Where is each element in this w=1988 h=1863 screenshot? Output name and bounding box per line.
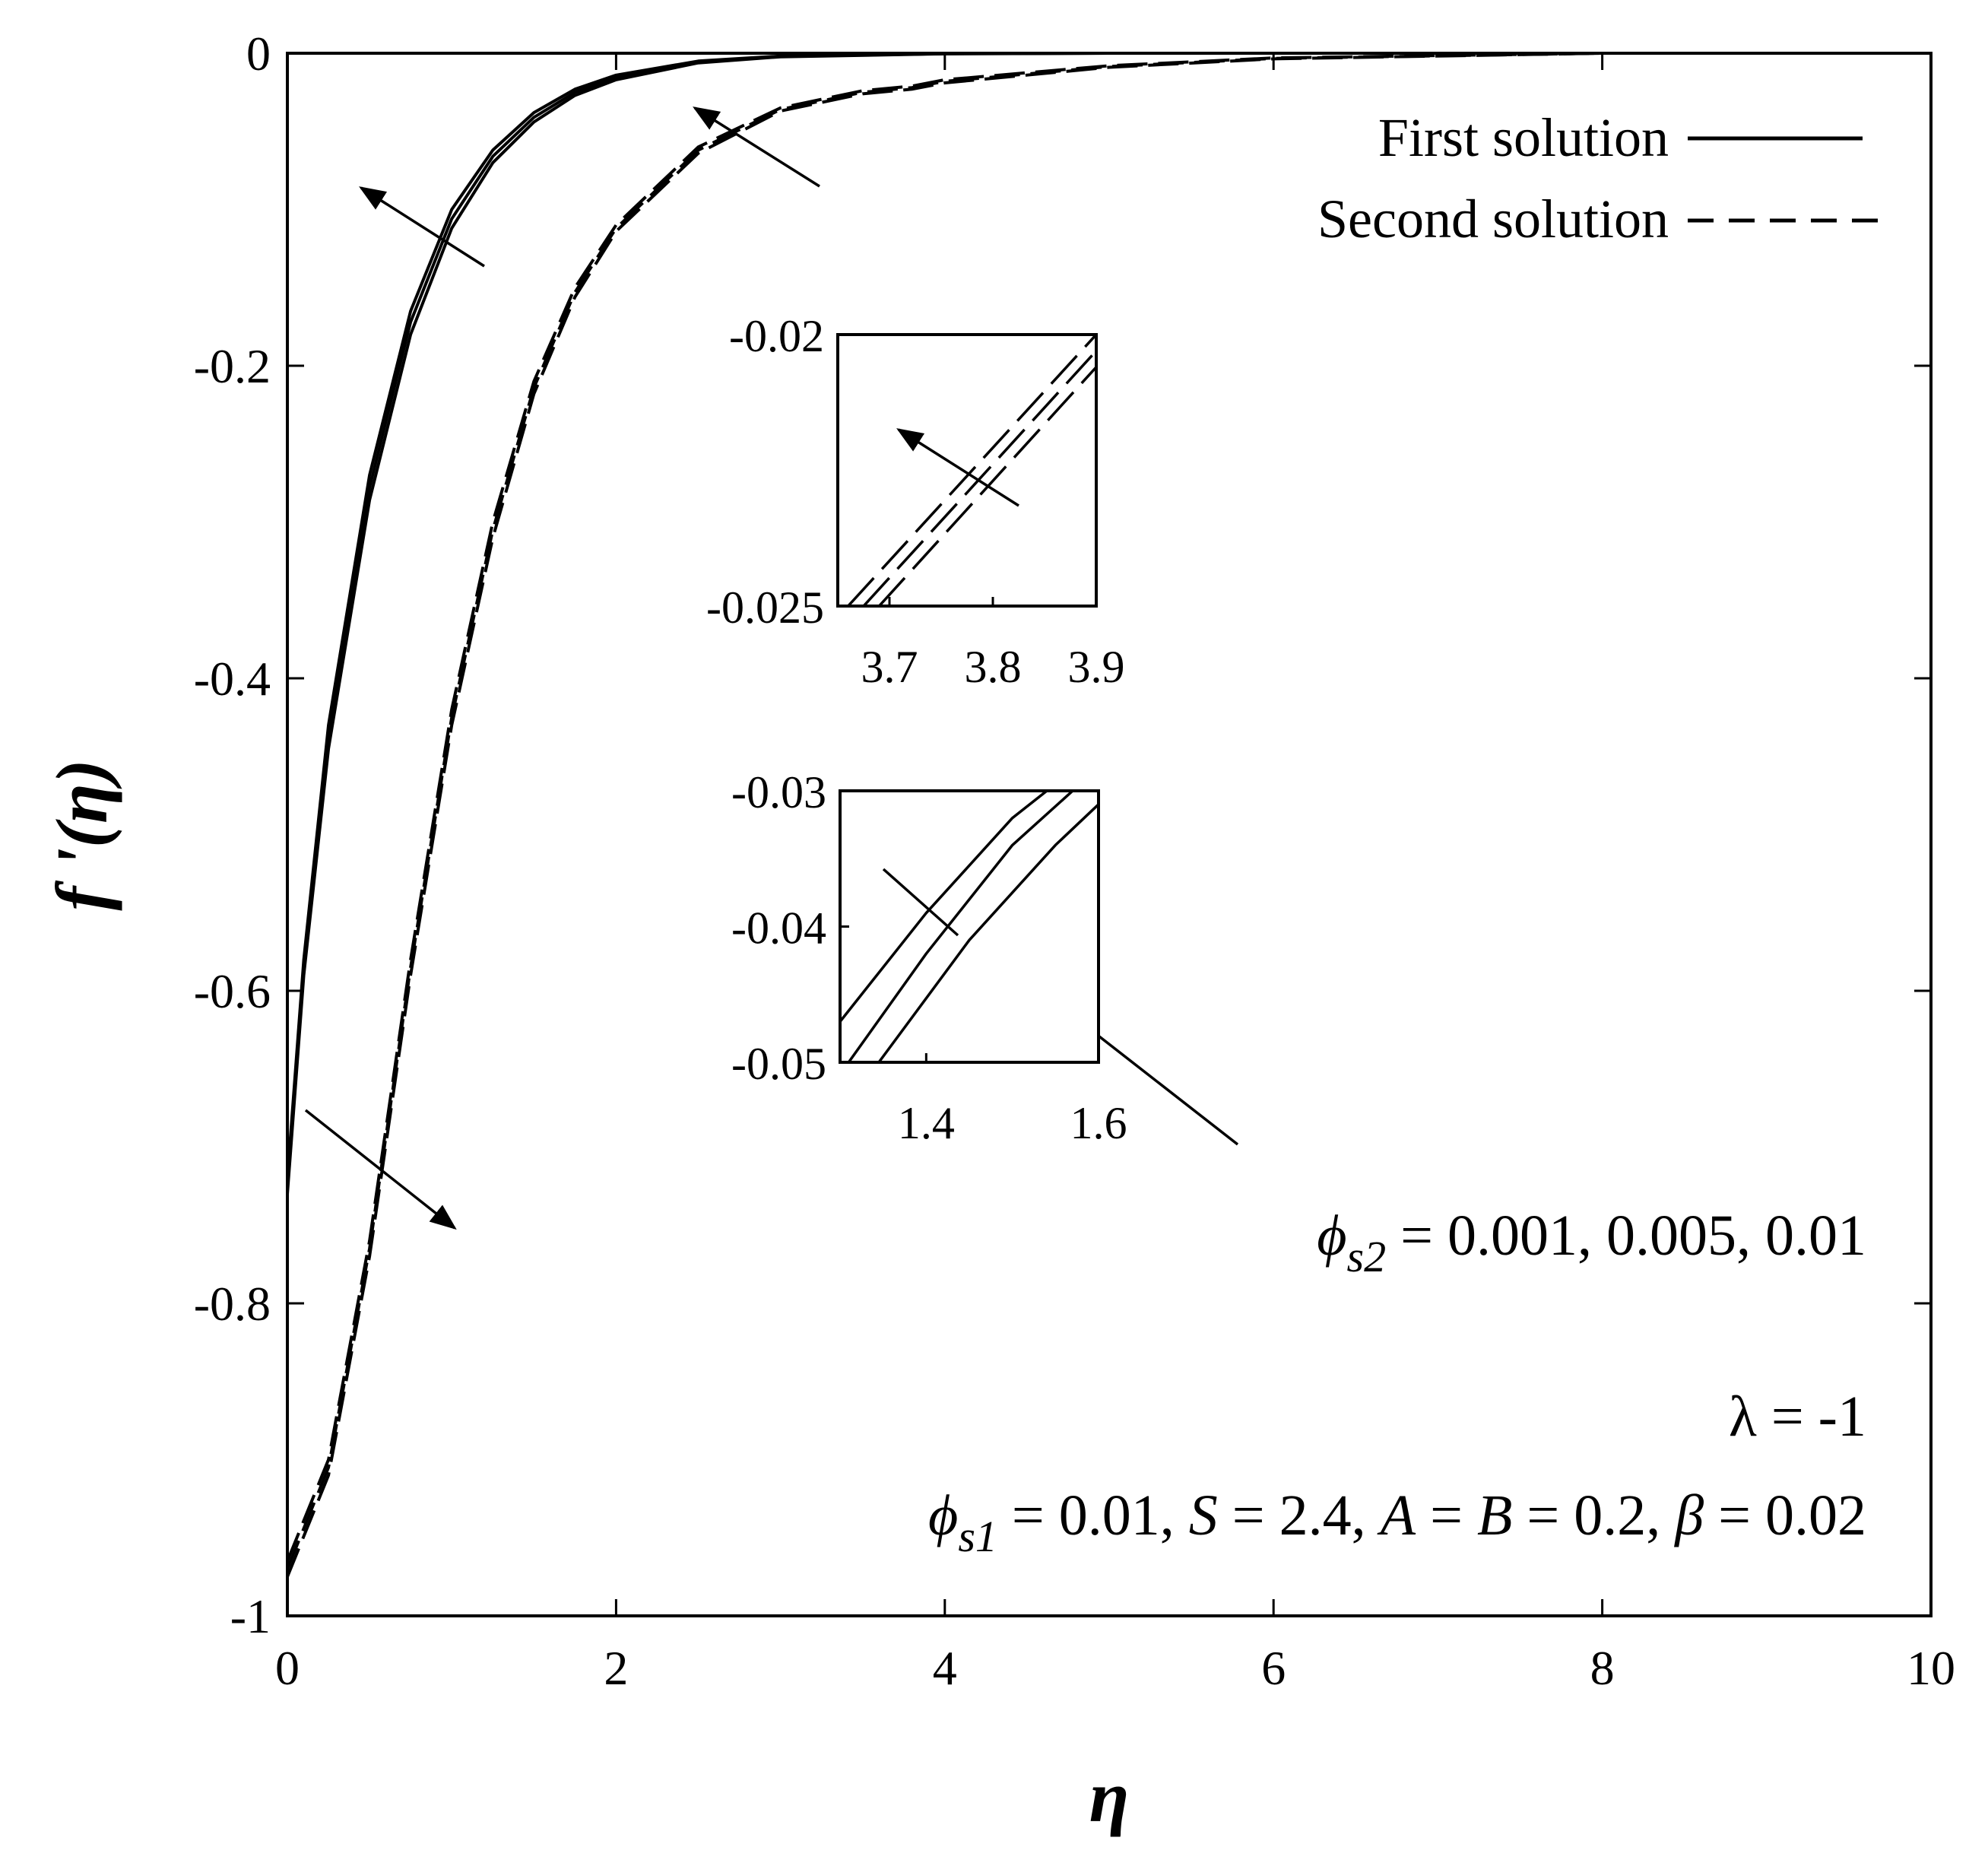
main-y-tick-label-2: -0.4 — [194, 652, 271, 706]
main-x-tick-label-0: 0 — [275, 1641, 300, 1695]
main-series-2 — [287, 53, 1931, 1195]
inset-upper-y-tick-label-1: -0.025 — [706, 582, 824, 633]
inset-upper-x-tick-label-0: 3.7 — [861, 642, 918, 692]
inset-upper-x-tick-label-2: 3.9 — [1068, 642, 1125, 692]
params-B: B — [1477, 1484, 1512, 1547]
inset-lower-series-1 — [847, 791, 1074, 1062]
lambda-annotation: λ = -1 — [1729, 1385, 1866, 1449]
inset-lower-y-tick-label-0: -0.03 — [731, 767, 826, 817]
arrow-inset-lower — [882, 868, 959, 937]
params-beta: β — [1673, 1484, 1704, 1547]
main-series-0 — [287, 53, 1931, 1179]
main-series-1 — [287, 53, 1931, 1187]
phi-s2-subscript: s2 — [1347, 1232, 1387, 1281]
arrow-first-solution-trend — [359, 186, 485, 268]
inset-lower-series-2 — [877, 803, 1099, 1062]
params-eq3: = — [1416, 1484, 1477, 1547]
main-series-5 — [287, 53, 1931, 1578]
main-y-tick-label-5: -1 — [230, 1589, 271, 1643]
main-x-tick-label-2: 4 — [933, 1641, 957, 1695]
inset-lower-x-tick-label-1: 1.6 — [1070, 1098, 1127, 1148]
phi-s2-annotation: ϕs2 = 0.001, 0.005, 0.01 — [1317, 1204, 1866, 1281]
params-A: A — [1377, 1484, 1416, 1547]
main-y-tick-label-0: 0 — [246, 27, 271, 81]
inset-upper-x-tick-label-1: 3.8 — [965, 642, 1022, 692]
x-axis-title: η — [1089, 1756, 1130, 1837]
main-series-4 — [287, 53, 1931, 1570]
main-x-tick-label-5: 10 — [1907, 1641, 1955, 1695]
params-eq5: = 0.02 — [1704, 1484, 1866, 1547]
inset-upper-series-1 — [862, 350, 1096, 606]
main-x-tick-label-1: 2 — [604, 1641, 628, 1695]
main-y-tick-label-4: -0.8 — [194, 1277, 271, 1331]
inset-lower-x-tick-label-0: 1.4 — [898, 1098, 955, 1148]
inset-lower-y-tick-label-2: -0.05 — [731, 1039, 826, 1089]
main-y-tick-label-3: -0.6 — [194, 964, 271, 1018]
y-axis-title: f '(η) — [41, 759, 122, 910]
plot-frame — [286, 52, 1933, 1617]
params-phi-symbol: ϕ — [928, 1484, 958, 1547]
phi-s2-symbol: ϕ — [1317, 1204, 1346, 1268]
legend-label-second: Second solution — [1317, 189, 1669, 249]
main-series-3 — [287, 53, 1931, 1562]
phi-s2-values: = 0.001, 0.005, 0.01 — [1386, 1204, 1866, 1268]
arrow-wall-trend — [304, 1109, 457, 1230]
params-eq1: = 0.01, — [997, 1484, 1189, 1547]
params-annotation: ϕs1 = 0.01, S = 2.4, A = B = 0.2, β = 0.… — [928, 1484, 1866, 1561]
legend-label-first: First solution — [1378, 107, 1669, 168]
params-S: S — [1189, 1484, 1218, 1547]
main-x-tick-label-4: 8 — [1590, 1641, 1615, 1695]
inset-lower-y-tick-label-1: -0.04 — [731, 903, 826, 954]
arrow-second-solution-trend — [693, 106, 820, 188]
main-x-tick-label-3: 6 — [1261, 1641, 1286, 1695]
params-eq2: = 2.4, — [1218, 1484, 1381, 1547]
inset-lower-series-0 — [840, 791, 1048, 1023]
legend: First solution Second solution — [1317, 107, 1878, 249]
params-phi-subscript: s1 — [958, 1512, 997, 1561]
inset-upper-y-tick-label-0: -0.02 — [729, 311, 824, 361]
arrow-inset-upper — [896, 428, 1019, 507]
main-y-tick-label-1: -0.2 — [194, 339, 271, 393]
params-eq4: = 0.2, — [1512, 1484, 1675, 1547]
inset-upper-series-0 — [847, 335, 1096, 606]
